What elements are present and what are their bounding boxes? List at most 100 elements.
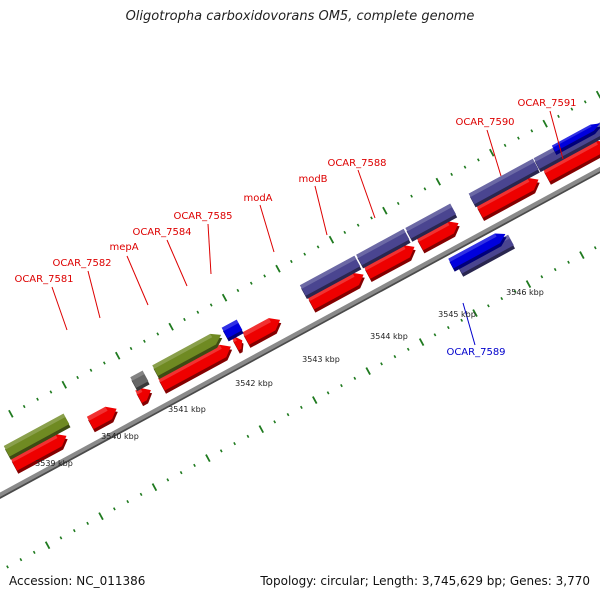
scale-tick xyxy=(435,177,441,186)
gene-bar-blue xyxy=(448,233,507,272)
scale-tick xyxy=(356,223,360,227)
scale-tick xyxy=(86,521,90,526)
scale-tick xyxy=(583,100,587,104)
cds-arrow xyxy=(476,177,540,221)
scale-label: 3539 kbp xyxy=(35,459,73,468)
leader-line xyxy=(357,169,376,219)
scale-tick xyxy=(156,332,160,336)
scale-tick xyxy=(343,230,347,235)
scale-tick xyxy=(249,281,253,285)
gene-label: mepA xyxy=(109,242,138,253)
accession-text: Accession: NC_011386 xyxy=(9,574,146,588)
scale-ticks xyxy=(6,90,600,569)
scale-tick xyxy=(525,280,532,288)
cds-arrow xyxy=(363,245,416,282)
scale-tick xyxy=(326,391,330,395)
scale-label: 3546 kbp xyxy=(506,288,544,297)
gene-label: OCAR_7588 xyxy=(327,158,386,169)
cds-arrow xyxy=(307,272,365,313)
scale-tick xyxy=(540,275,544,279)
scale-tick xyxy=(166,478,170,482)
leader-line xyxy=(51,286,68,331)
scale-tick xyxy=(513,289,517,293)
scale-tick xyxy=(8,409,14,418)
gene-features xyxy=(3,122,600,474)
scale-label: 3541 kbp xyxy=(168,405,206,414)
scale-labels: 3539 kbp 3540 kbp 3541 kbp 3542 kbp 3543 kbp… xyxy=(35,288,544,468)
gene-label: modB xyxy=(298,174,327,185)
scale-label: 3545 kbp xyxy=(438,310,476,319)
backbone-shadow xyxy=(0,169,600,499)
scale-tick xyxy=(477,158,480,162)
scale-tick xyxy=(221,293,228,302)
scale-tick xyxy=(289,259,293,264)
lower-tick-row xyxy=(6,246,597,569)
gene-bar-blue xyxy=(221,319,244,342)
gene-bar-purple xyxy=(299,255,362,299)
scale-tick xyxy=(36,397,39,401)
scale-tick xyxy=(98,512,104,521)
scale-tick xyxy=(423,187,427,191)
scale-tick xyxy=(303,252,307,256)
scale-tick xyxy=(500,296,504,301)
scale-tick xyxy=(209,303,213,307)
cds-arrow xyxy=(10,434,68,474)
scale-tick xyxy=(300,405,303,409)
gene-bar-grey xyxy=(130,370,150,392)
cds-arrow xyxy=(86,406,118,433)
scale-tick xyxy=(579,251,585,259)
scale-tick xyxy=(44,541,51,550)
scale-label: 3542 kbp xyxy=(235,379,273,388)
scale-tick xyxy=(316,245,320,249)
scale-tick xyxy=(530,129,534,133)
scale-tick xyxy=(393,354,397,359)
gene-label: OCAR_7584 xyxy=(132,227,191,238)
scale-tick xyxy=(61,380,67,389)
scale-tick xyxy=(129,346,133,351)
upper-tick-row xyxy=(8,90,600,418)
scale-tick xyxy=(273,420,277,424)
cds-arrow xyxy=(231,336,244,354)
scale-tick xyxy=(446,325,450,330)
scale-tick xyxy=(380,362,383,366)
scale-tick xyxy=(503,143,507,148)
leader-line xyxy=(549,110,564,160)
scale-tick xyxy=(542,119,548,128)
gene-label: OCAR_7591 xyxy=(517,98,576,109)
scale-tick xyxy=(6,565,9,569)
scale-tick xyxy=(72,529,76,533)
scale-tick xyxy=(370,216,373,220)
label-leaders xyxy=(51,110,564,346)
gene-bar-purple xyxy=(468,158,540,208)
scale-tick xyxy=(328,235,335,244)
scale-tick xyxy=(179,471,183,475)
cds-arrow xyxy=(158,344,233,394)
scale-tick xyxy=(517,136,520,140)
scale-tick xyxy=(139,492,143,496)
scale-tick xyxy=(115,351,121,360)
scale-tick xyxy=(89,368,93,372)
scale-tick xyxy=(219,449,223,453)
cds-arrow xyxy=(543,140,600,185)
scale-tick xyxy=(312,396,318,405)
scale-tick xyxy=(406,347,410,351)
gene-label: OCAR_7590 xyxy=(455,117,514,128)
leader-line xyxy=(259,204,275,253)
scale-tick xyxy=(489,148,495,157)
scale-tick xyxy=(143,339,146,343)
cds-arrow xyxy=(416,221,460,254)
scale-tick xyxy=(22,404,26,409)
gene-bar-olive xyxy=(3,413,71,460)
gene-label: OCAR_7582 xyxy=(52,258,111,269)
scale-tick xyxy=(460,318,464,322)
scale-tick xyxy=(396,201,400,206)
leader-line xyxy=(462,302,476,346)
leader-line xyxy=(166,239,188,287)
scale-tick xyxy=(49,390,53,394)
leader-line xyxy=(314,185,328,236)
scale-tick xyxy=(205,454,211,463)
scale-tick xyxy=(193,463,196,467)
genome-backbone xyxy=(0,166,600,499)
scale-tick xyxy=(463,165,467,169)
